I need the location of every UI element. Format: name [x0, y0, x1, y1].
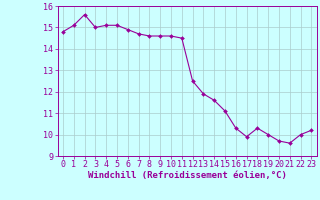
X-axis label: Windchill (Refroidissement éolien,°C): Windchill (Refroidissement éolien,°C): [88, 171, 287, 180]
